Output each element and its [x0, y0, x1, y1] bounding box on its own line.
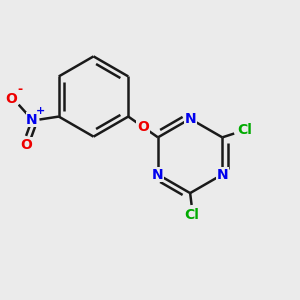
Text: O: O: [137, 120, 149, 134]
Text: Cl: Cl: [184, 208, 199, 222]
Text: +: +: [36, 106, 45, 116]
Text: -: -: [18, 83, 23, 96]
Text: Cl: Cl: [237, 123, 252, 137]
Text: N: N: [152, 167, 164, 182]
Text: O: O: [20, 138, 32, 152]
Text: N: N: [26, 112, 38, 127]
Text: N: N: [184, 112, 196, 126]
Text: N: N: [217, 167, 228, 182]
Text: O: O: [5, 92, 17, 106]
